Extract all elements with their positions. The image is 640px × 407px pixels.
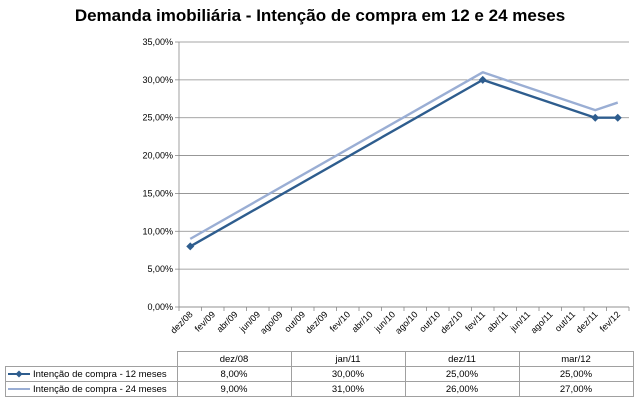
x-tick-label: abr/09 bbox=[215, 309, 240, 334]
legend-entry-12m: Intenção de compra - 12 meses bbox=[5, 366, 178, 382]
x-tick-label: out/11 bbox=[553, 309, 577, 333]
x-tick-label: out/10 bbox=[417, 309, 442, 334]
table-cell: 27,00% bbox=[518, 381, 634, 397]
x-tick-label: out/09 bbox=[282, 309, 307, 334]
legend-key-12m-icon bbox=[8, 370, 30, 378]
x-tick-label: fev/10 bbox=[328, 309, 352, 333]
series-lines bbox=[186, 71, 622, 251]
table-cell: 25,00% bbox=[404, 366, 520, 382]
series-line bbox=[189, 78, 618, 248]
x-tick-label: dez/11 bbox=[574, 309, 600, 335]
axes bbox=[175, 41, 630, 311]
data-point bbox=[186, 242, 195, 251]
x-tick-label: dez/10 bbox=[438, 309, 464, 335]
table-header-cell: mar/12 bbox=[518, 351, 634, 367]
table-cell: 26,00% bbox=[404, 381, 520, 397]
x-tick-label: fev/11 bbox=[463, 309, 487, 333]
table-header-cell: dez/11 bbox=[404, 351, 520, 367]
data-point bbox=[478, 75, 487, 84]
legend-entry-24m: Intenção de compra - 24 meses bbox=[5, 381, 178, 397]
y-tick-label: 5,00% bbox=[147, 264, 173, 274]
y-tick-label: 20,00% bbox=[142, 151, 173, 161]
x-tick-label: ago/09 bbox=[258, 309, 285, 336]
x-tick-label: abr/10 bbox=[350, 309, 375, 334]
legend-label: Intenção de compra - 12 meses bbox=[33, 368, 167, 380]
y-tick-label: 0,00% bbox=[147, 302, 173, 312]
chart-title: Demanda imobiliária - Intenção de compra… bbox=[74, 6, 566, 25]
x-tick-label: jun/11 bbox=[508, 309, 533, 334]
table-cell: 8,00% bbox=[176, 366, 292, 382]
legend-label: Intenção de compra - 24 meses bbox=[33, 383, 167, 395]
y-tick-label: 35,00% bbox=[142, 37, 173, 47]
x-tick-label: ago/11 bbox=[529, 309, 555, 335]
table-header-cell: jan/11 bbox=[290, 351, 406, 367]
line-chart: 0,00% 5,00% 10,00% 15,00% 20,00% 25,00% 30,00%… bbox=[142, 37, 630, 336]
table-cell: 9,00% bbox=[176, 381, 292, 397]
y-tick-label: 10,00% bbox=[142, 226, 173, 236]
y-tick-label: 30,00% bbox=[142, 75, 173, 85]
x-tick-label: abr/11 bbox=[485, 309, 510, 334]
data-point bbox=[591, 113, 600, 122]
x-tick-label: dez/09 bbox=[303, 309, 329, 335]
x-tick-label: jun/09 bbox=[237, 309, 262, 334]
table-corner bbox=[5, 351, 178, 367]
series-line bbox=[189, 71, 619, 240]
table-cell: 25,00% bbox=[518, 366, 634, 382]
x-tick-label: jun/10 bbox=[372, 309, 397, 334]
data-point bbox=[613, 113, 622, 122]
data-table: dez/08 jan/11 dez/11 mar/12 Intenção de … bbox=[5, 351, 634, 397]
y-tick-label: 25,00% bbox=[142, 113, 173, 123]
y-tick-label: 15,00% bbox=[142, 188, 173, 198]
table-row: Intenção de compra - 12 meses 8,00% 30,0… bbox=[5, 366, 634, 382]
table-row: Intenção de compra - 24 meses 9,00% 31,0… bbox=[5, 381, 634, 397]
x-tick-label: fev/09 bbox=[193, 309, 217, 333]
grid-lines bbox=[179, 41, 629, 308]
x-tick-label: dez/08 bbox=[168, 309, 194, 335]
table-cell: 31,00% bbox=[290, 381, 406, 397]
table-cell: 30,00% bbox=[290, 366, 406, 382]
table-header-row: dez/08 jan/11 dez/11 mar/12 bbox=[5, 351, 634, 367]
table-header-cell: dez/08 bbox=[176, 351, 292, 367]
y-tick-labels: 0,00% 5,00% 10,00% 15,00% 20,00% 25,00% 30,00%… bbox=[142, 37, 173, 312]
x-tick-label: fev/12 bbox=[598, 309, 622, 333]
x-tick-label: ago/10 bbox=[393, 309, 420, 336]
x-tick-labels: dez/08fev/09abr/09jun/09ago/09out/09dez/… bbox=[168, 309, 622, 336]
legend-key-24m-icon bbox=[8, 387, 30, 390]
